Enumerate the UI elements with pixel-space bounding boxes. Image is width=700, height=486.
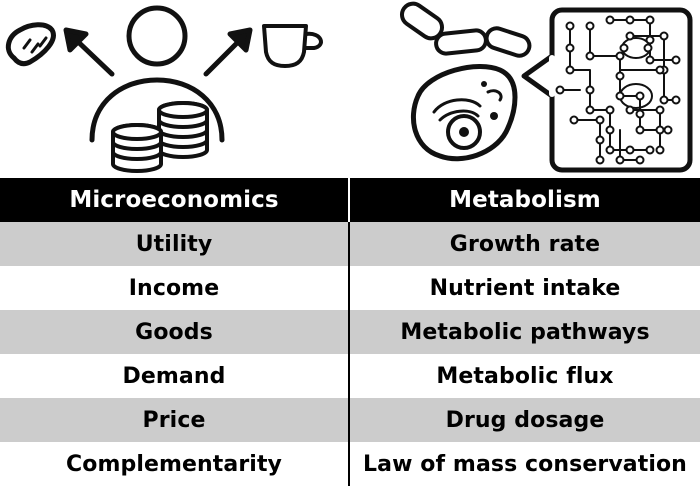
illustration-panel bbox=[5, 1, 693, 173]
table-row: Goods Metabolic pathways bbox=[0, 310, 700, 354]
comparison-table: Microeconomics Metabolism Utility Growth… bbox=[0, 178, 700, 486]
microeconomics-cell: Utility bbox=[0, 222, 350, 266]
microeconomics-cell: Demand bbox=[0, 354, 350, 398]
table-header-row: Microeconomics Metabolism bbox=[0, 178, 700, 222]
metabolism-cell: Metabolic flux bbox=[436, 363, 614, 389]
microeconomics-cell: Goods bbox=[0, 310, 350, 354]
metabolic-network-icon bbox=[521, 7, 693, 173]
table-row: Complementarity Law of mass conservation bbox=[0, 442, 700, 486]
arrow-up-right-icon bbox=[203, 27, 253, 77]
metabolism-cell: Metabolic pathways bbox=[400, 319, 650, 345]
header-metabolism: Metabolism bbox=[449, 187, 601, 213]
microeconomics-cell: Complementarity bbox=[0, 442, 350, 486]
cup-icon bbox=[262, 24, 323, 68]
person-icon bbox=[89, 5, 225, 143]
cell-icon bbox=[410, 64, 518, 162]
arrow-up-left-icon bbox=[63, 27, 115, 77]
metabolism-cell: Law of mass conservation bbox=[363, 451, 687, 477]
metabolism-cell: Drug dosage bbox=[445, 407, 605, 433]
table-row: Utility Growth rate bbox=[0, 222, 700, 266]
microeconomics-cell: Income bbox=[0, 266, 350, 310]
metabolism-cell: Growth rate bbox=[449, 231, 601, 257]
bread-icon bbox=[5, 22, 56, 67]
table-row: Demand Metabolic flux bbox=[0, 354, 700, 398]
bacteria-icon bbox=[399, 1, 532, 58]
coin-stacks-icon bbox=[111, 101, 209, 173]
header-microeconomics: Microeconomics bbox=[0, 178, 350, 222]
microeconomics-cell: Price bbox=[0, 398, 350, 442]
metabolism-cell: Nutrient intake bbox=[429, 275, 621, 301]
table-row: Income Nutrient intake bbox=[0, 266, 700, 310]
table-row: Price Drug dosage bbox=[0, 398, 700, 442]
